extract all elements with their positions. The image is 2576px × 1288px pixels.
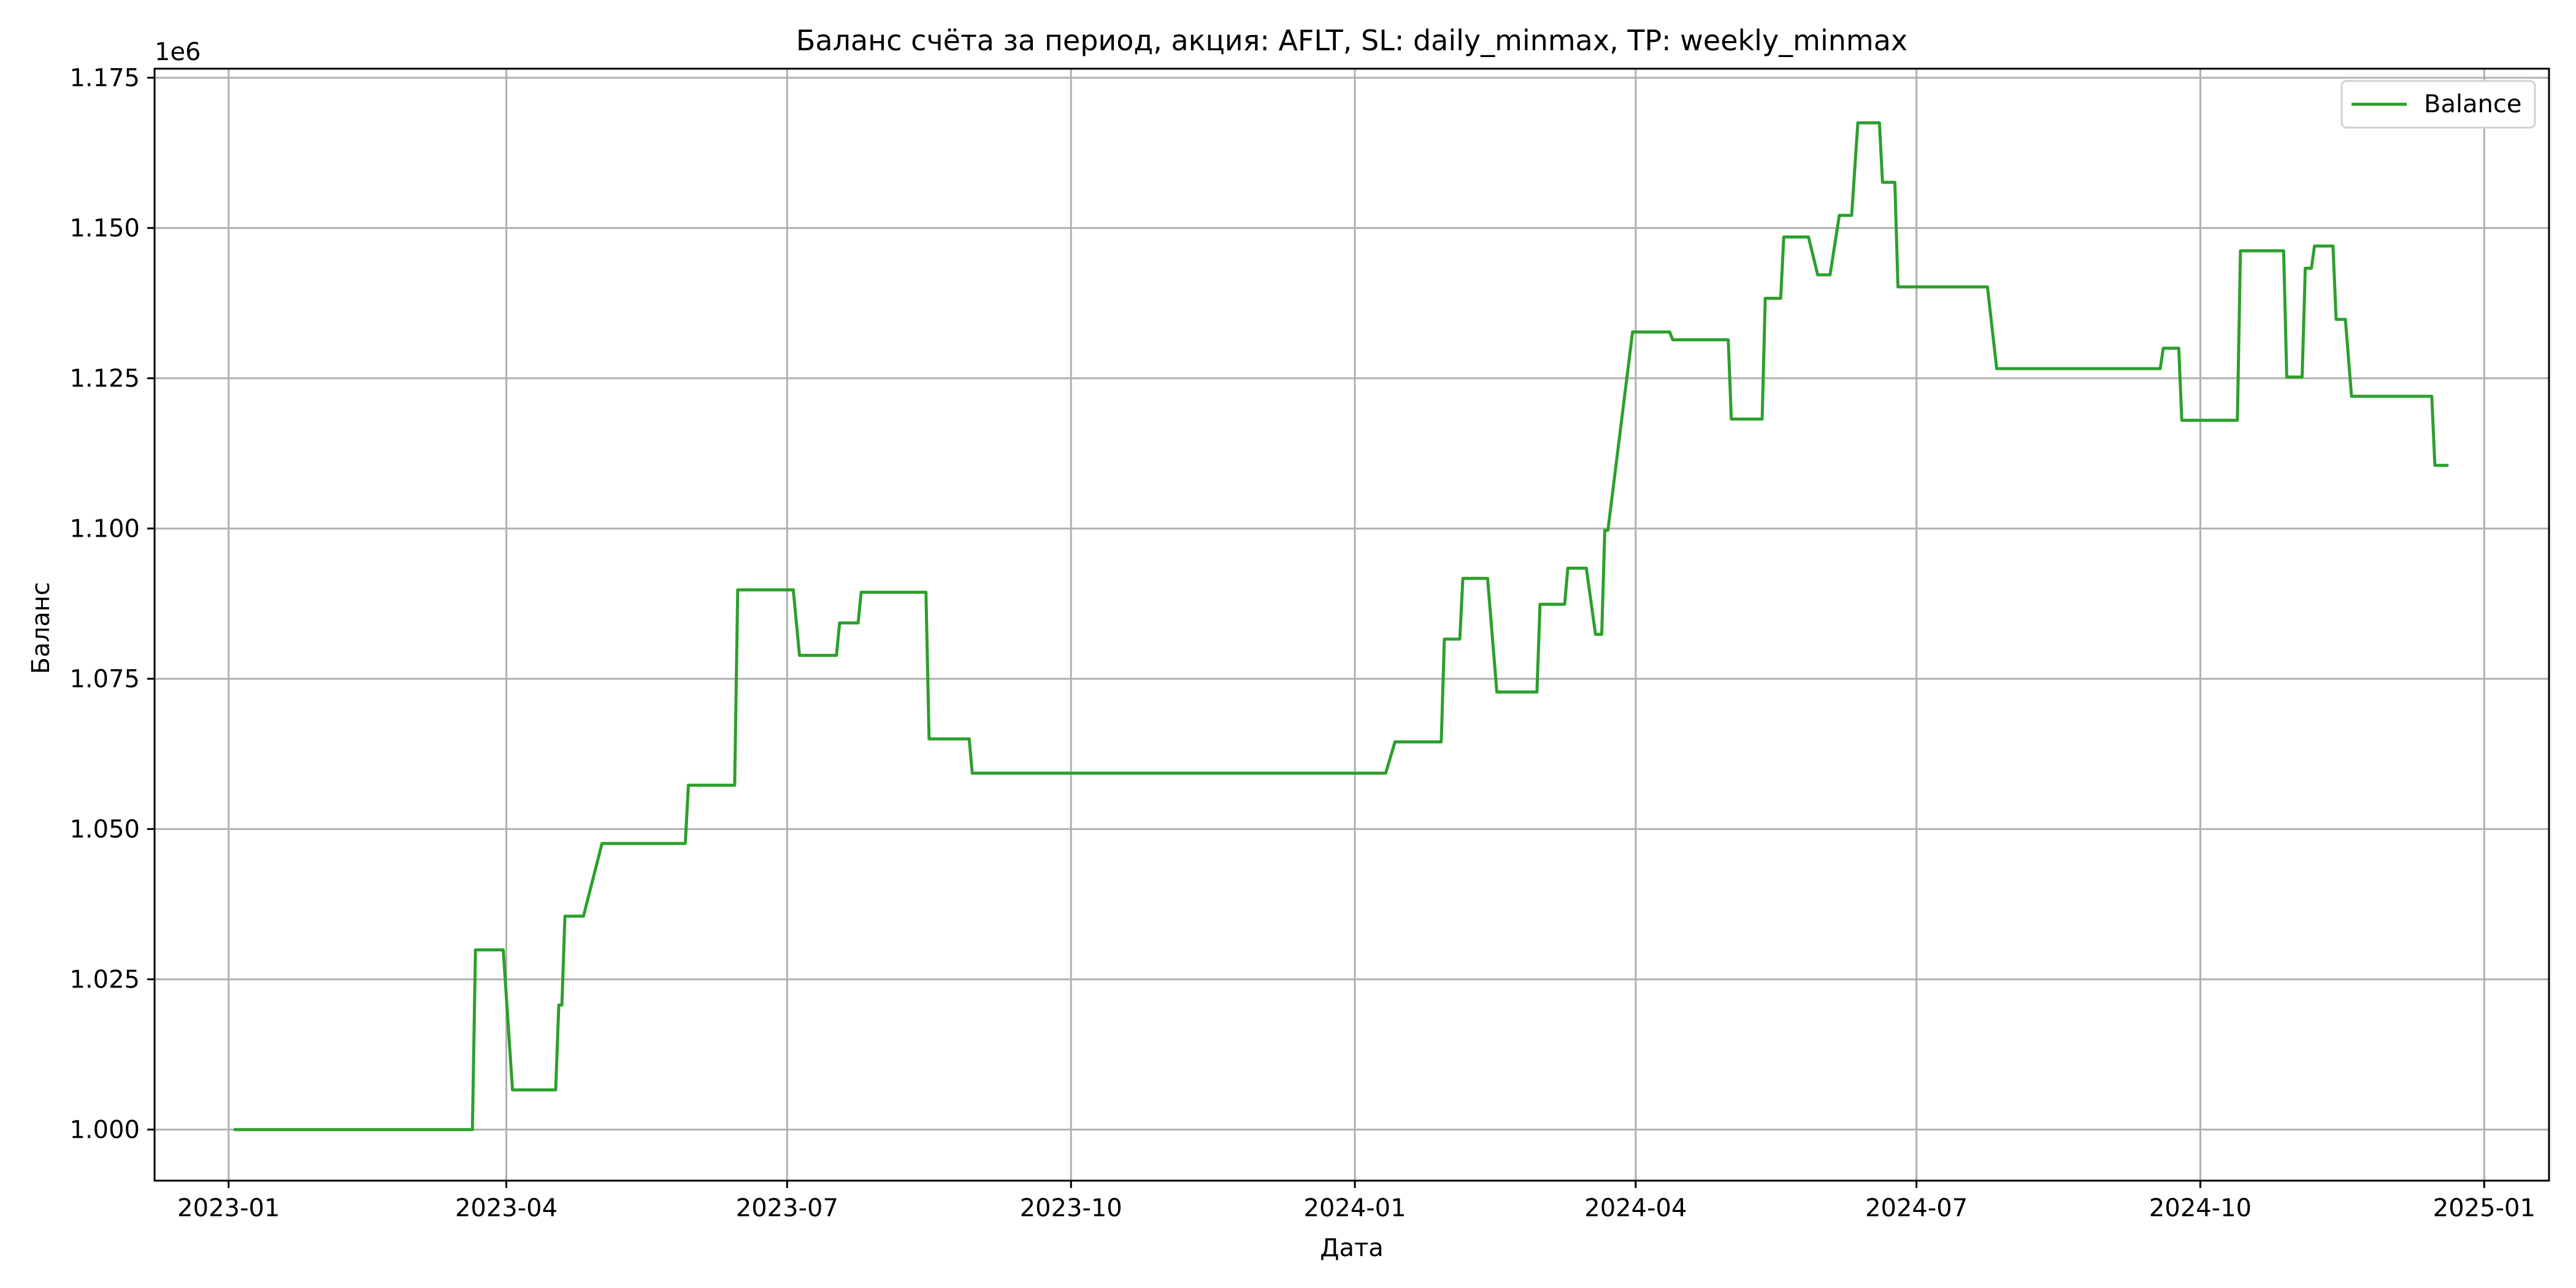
grid-lines xyxy=(155,69,2549,1181)
x-tick-label: 2024-10 xyxy=(2149,1194,2252,1222)
y-tick-label: 1.000 xyxy=(69,1116,140,1144)
chart-title: Баланс счёта за период, акция: AFLT, SL:… xyxy=(796,24,1907,57)
y-tick-label: 1.175 xyxy=(69,64,140,93)
y-axis-offset-label: 1e6 xyxy=(155,38,201,66)
x-axis-label: Дата xyxy=(1320,1234,1384,1262)
x-tick-label: 2023-01 xyxy=(177,1194,280,1222)
x-tick-label: 2024-04 xyxy=(1584,1194,1687,1222)
legend-box xyxy=(2340,80,2536,129)
y-tick-label: 1.100 xyxy=(69,515,140,543)
y-tick-label: 1.025 xyxy=(69,966,140,994)
y-axis-label: Баланс xyxy=(27,582,55,674)
legend: Balance xyxy=(2340,80,2536,129)
y-axis-ticks: 1.000 1.025 1.050 1.075 1.100 1.125 1.150 1.175 xyxy=(69,64,155,1144)
y-tick-label: 1.075 xyxy=(69,665,140,694)
x-tick-label: 2023-04 xyxy=(455,1194,558,1222)
x-tick-label: 2024-01 xyxy=(1303,1194,1406,1222)
x-axis-ticks: 2023-01 2023-04 2023-07 2023-10 2024-01 2024-… xyxy=(177,1181,2536,1222)
y-tick-label: 1.150 xyxy=(69,215,140,243)
series-line-balance xyxy=(233,121,2449,1132)
y-tick-label: 1.050 xyxy=(69,816,140,844)
x-tick-label: 2025-01 xyxy=(2433,1194,2536,1222)
x-tick-label: 2024-07 xyxy=(1865,1194,1968,1222)
series-layer xyxy=(233,121,2449,1132)
legend-entry-balance: Balance xyxy=(2424,90,2522,118)
x-tick-label: 2023-07 xyxy=(736,1194,838,1222)
x-tick-label: 2023-10 xyxy=(1020,1194,1122,1222)
y-tick-label: 1.125 xyxy=(69,365,140,393)
axes-frame xyxy=(153,67,2550,1182)
